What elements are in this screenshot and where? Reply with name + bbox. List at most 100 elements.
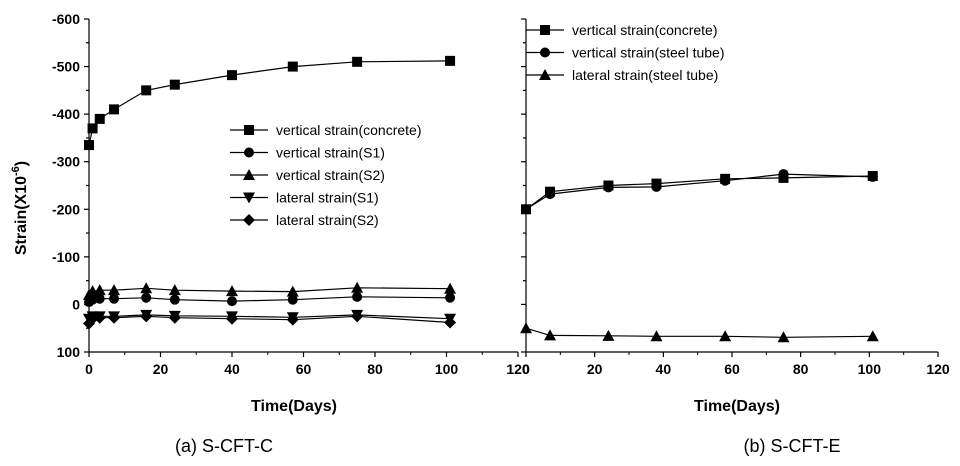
- data-point: [520, 322, 532, 334]
- data-point: [777, 331, 790, 343]
- x-axis-label-a: Time(Days): [251, 398, 337, 415]
- legend-label: lateral strain(steel tube): [572, 67, 718, 83]
- legend-entry: lateral strain(S2): [230, 212, 379, 228]
- legend-marker: [243, 214, 255, 226]
- panel-a: 0 20 40 60 80 100 120 -600 -500 -400 -300 -200 -100 0…: [10, 11, 530, 456]
- data-point: [93, 311, 106, 324]
- data-point: [444, 282, 457, 294]
- data-point: [168, 284, 181, 296]
- legend-entry: vertical strain(S1): [230, 145, 385, 161]
- data-point: [521, 204, 531, 215]
- legend-label: lateral strain(S1): [276, 190, 379, 206]
- data-point: [444, 316, 457, 329]
- legend-entry: vertical strain(steel tube): [526, 45, 725, 61]
- data-point: [109, 104, 120, 115]
- series-triangle-up: [83, 281, 457, 300]
- data-point: [286, 313, 299, 326]
- series-square: [84, 55, 456, 151]
- data-point: [169, 79, 180, 90]
- series-b: [520, 169, 879, 343]
- x-tick-label: 0: [522, 361, 530, 377]
- axes-frame-a: [88, 19, 518, 353]
- data-point: [140, 282, 153, 294]
- data-point: [226, 285, 238, 297]
- legend-marker: [243, 192, 255, 204]
- caption-a: (a) S-CFT-C: [175, 436, 273, 456]
- legend-entry: vertical strain(concrete): [526, 22, 718, 38]
- legend-label: vertical strain(steel tube): [572, 45, 725, 61]
- data-point: [352, 291, 363, 302]
- series-diamond: [83, 310, 457, 330]
- data-point: [108, 311, 121, 324]
- series-line: [525, 175, 873, 210]
- legend-label: vertical strain(S1): [276, 145, 385, 161]
- y-tick-label: -500: [52, 59, 80, 75]
- data-point: [720, 175, 731, 186]
- data-point: [545, 189, 556, 200]
- data-point: [351, 281, 364, 293]
- series-triangle-up: [520, 322, 879, 343]
- legend-label: vertical strain(concrete): [572, 22, 718, 38]
- data-point: [651, 181, 662, 192]
- x-tick-label: 60: [724, 361, 740, 377]
- series-circle: [521, 169, 878, 215]
- y-tick-label: 100: [57, 344, 81, 360]
- data-point: [87, 123, 98, 134]
- y-axis-label-a: Strain(X10-6): [10, 161, 30, 255]
- legend-marker: [539, 69, 551, 80]
- x-tick-label: 0: [85, 361, 93, 377]
- legend-label: lateral strain(S2): [276, 212, 379, 228]
- data-point: [286, 285, 299, 297]
- legend-marker: [244, 147, 254, 158]
- data-point: [602, 329, 615, 341]
- x-tick-label: 120: [926, 361, 950, 377]
- data-point: [227, 296, 237, 307]
- data-point: [141, 292, 152, 303]
- y-tick-label: 0: [72, 296, 80, 312]
- y-tick-label: -400: [52, 106, 80, 122]
- legend-marker: [540, 25, 550, 35]
- data-point: [778, 169, 789, 180]
- y-tick-label: -300: [52, 154, 80, 170]
- x-tick-label: 20: [587, 361, 603, 377]
- series-line: [525, 327, 873, 338]
- data-point: [169, 294, 180, 305]
- data-point: [352, 56, 363, 67]
- x-tick-label: 40: [656, 361, 672, 377]
- x-axis-label-b: Time(Days): [694, 398, 780, 415]
- data-point: [719, 330, 732, 342]
- data-point: [86, 312, 99, 325]
- x-tick-label: 100: [858, 361, 882, 377]
- x-tick-label: 60: [296, 361, 312, 377]
- series-circle: [84, 291, 456, 308]
- data-point: [168, 311, 181, 324]
- legend-entry: lateral strain(S1): [230, 190, 379, 206]
- legend-marker: [540, 47, 550, 58]
- y-tick-label: -600: [52, 11, 80, 27]
- data-point: [94, 113, 105, 124]
- data-point: [227, 70, 237, 81]
- data-point: [866, 330, 879, 342]
- data-point: [650, 330, 663, 342]
- data-point: [84, 140, 94, 151]
- data-point: [445, 292, 456, 303]
- data-point: [94, 293, 105, 304]
- data-point: [867, 171, 878, 182]
- data-point: [109, 293, 120, 304]
- legend-marker: [243, 169, 255, 180]
- data-point: [445, 55, 456, 66]
- ticks-b: 0 20 40 60 80 100 120: [521, 18, 950, 377]
- series-line: [525, 173, 873, 210]
- data-point: [226, 312, 238, 325]
- caption-b: (b) S-CFT-E: [744, 436, 841, 456]
- ticks-a: 0 20 40 60 80 100 120 -600 -500 -400 -300 -200 -100 0…: [52, 11, 530, 377]
- series-triangle-down: [83, 309, 457, 325]
- data-point: [544, 329, 557, 341]
- x-tick-label: 20: [153, 361, 169, 377]
- legend-a: vertical strain(concrete) vertical strain…: [230, 122, 422, 228]
- series-line: [88, 287, 451, 296]
- panel-b: 0 20 40 60 80 100 120 vertical strain(concrete…: [520, 18, 950, 456]
- data-point: [603, 182, 614, 193]
- data-point: [141, 85, 152, 96]
